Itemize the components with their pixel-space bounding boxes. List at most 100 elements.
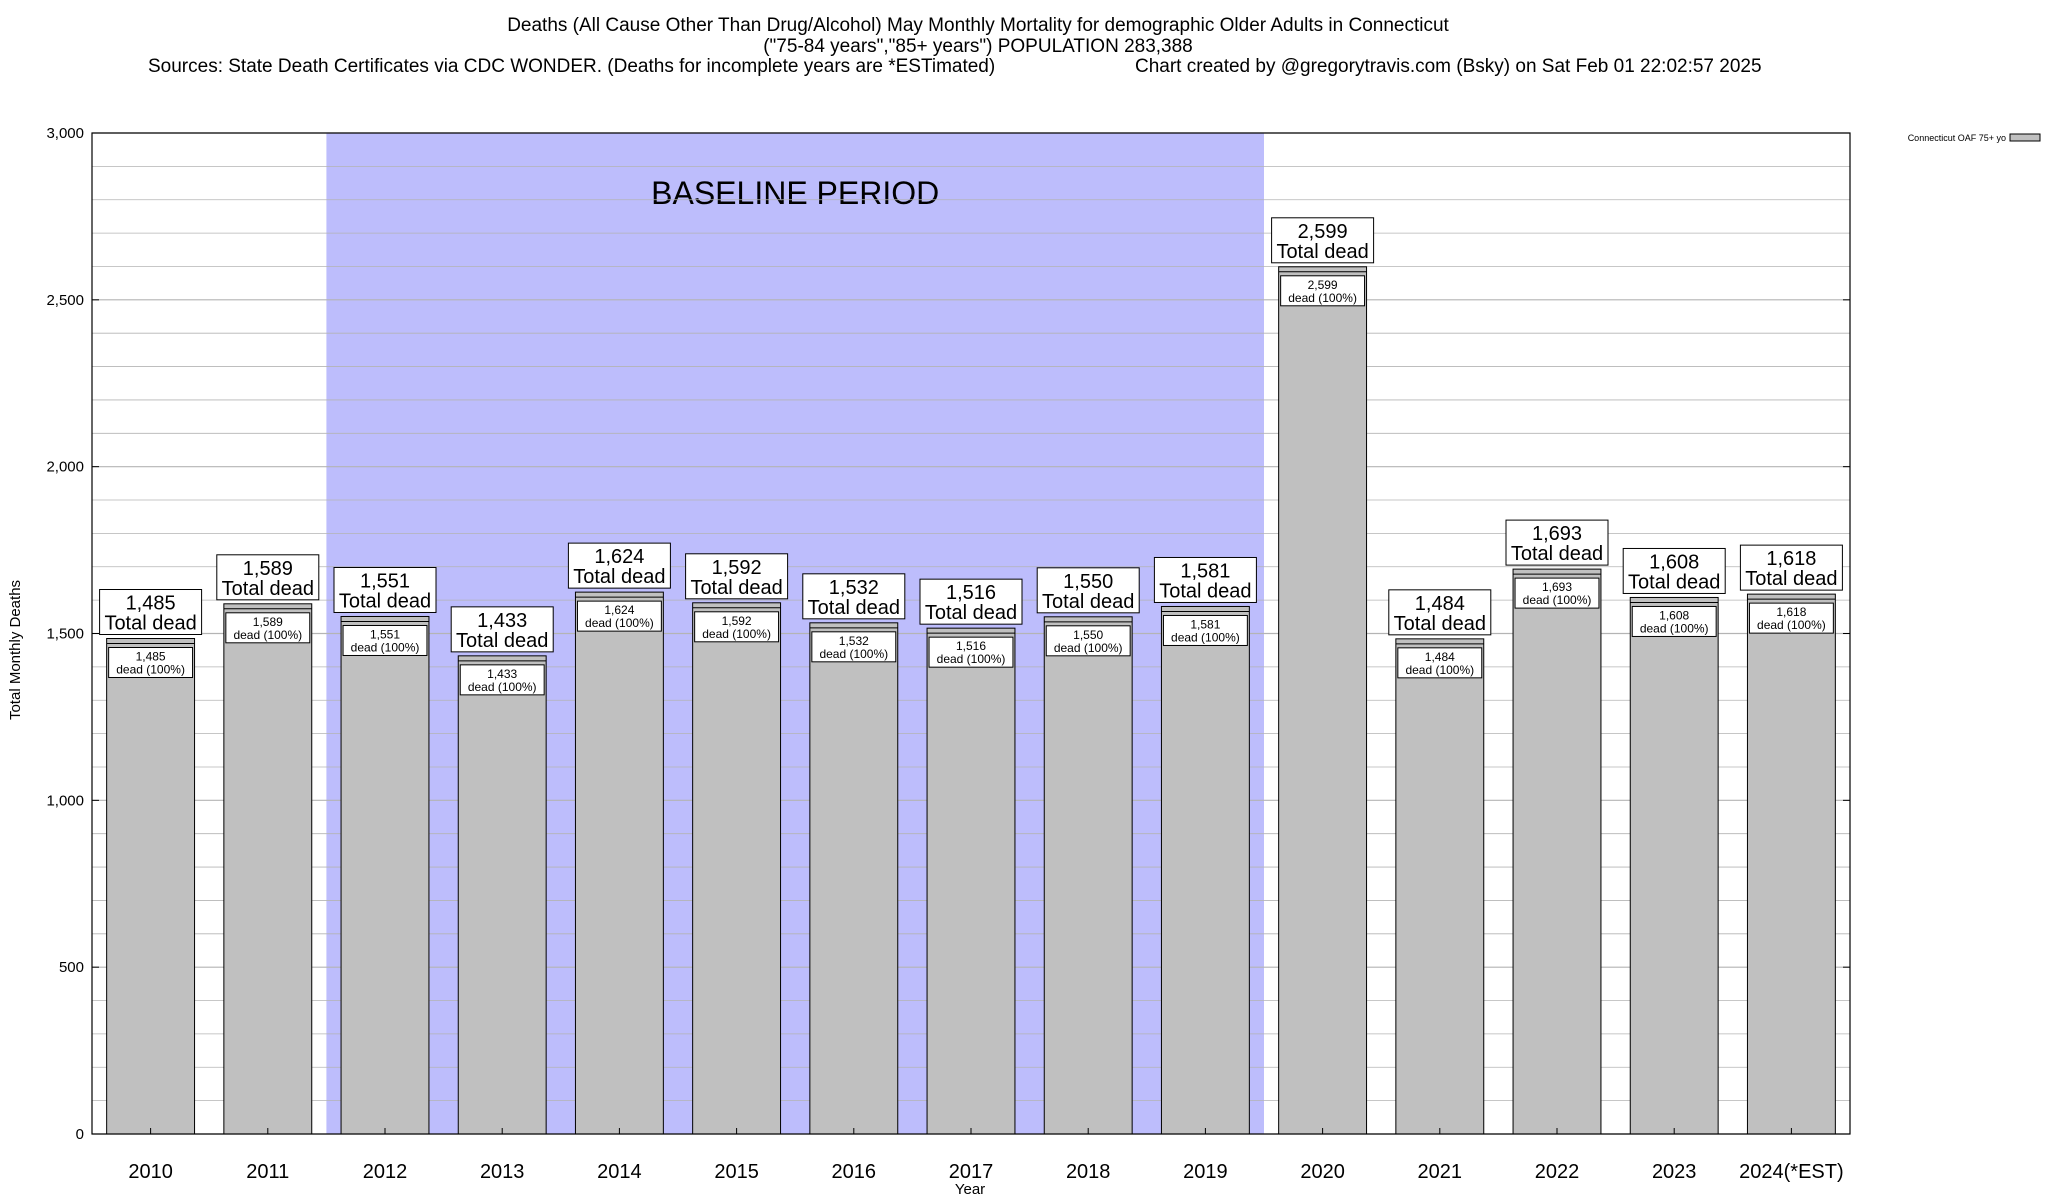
x-tick-label-2010: 2010 xyxy=(128,1161,173,1183)
bar-2018 xyxy=(1043,616,1133,1135)
chart-title: Deaths (All Cause Other Than Drug/Alcoho… xyxy=(507,15,1449,36)
top-label-box-2021 xyxy=(1388,589,1492,636)
inner-label-value-2017: 1,516 xyxy=(956,639,986,653)
inner-label-value-2022: 1,693 xyxy=(1542,580,1572,594)
chart-subtitle: ("75-84 years","85+ years") POPULATION 2… xyxy=(763,36,1193,57)
top-label-suffix-2022: Total dead xyxy=(1511,543,1603,565)
top-label-box-2019 xyxy=(1153,556,1257,603)
x-tick-label-2019: 2019 xyxy=(1183,1161,1228,1183)
inner-label-value-2018: 1,550 xyxy=(1073,628,1103,642)
top-label-box-2016 xyxy=(802,573,906,620)
top-label-suffix-2018: Total dead xyxy=(1042,591,1134,613)
top-label-suffix-2021: Total dead xyxy=(1394,613,1486,635)
bar-2019 xyxy=(1160,605,1250,1135)
baseline-label: BASELINE PERIOD xyxy=(651,175,939,211)
x-tick-label-2012: 2012 xyxy=(363,1161,408,1183)
bar-2015 xyxy=(692,602,782,1135)
inner-label-suffix-2024(*EST): dead (100%) xyxy=(1757,618,1826,632)
inner-label-value-2023: 1,608 xyxy=(1659,608,1689,622)
top-label-suffix-2014: Total dead xyxy=(573,566,665,588)
x-tick-label-2022: 2022 xyxy=(1535,1161,1580,1183)
top-label-suffix-2015: Total dead xyxy=(690,577,782,599)
inner-label-value-2010: 1,485 xyxy=(136,650,166,664)
top-label-suffix-2024(*EST): Total dead xyxy=(1745,568,1837,590)
bar-2016 xyxy=(809,622,899,1135)
inner-label-value-2015: 1,592 xyxy=(722,614,752,628)
top-label-suffix-2020: Total dead xyxy=(1276,241,1368,263)
top-label-box-2022 xyxy=(1505,519,1609,566)
y-tick-label-1500: 1,500 xyxy=(46,626,84,643)
top-label-box-2020 xyxy=(1271,217,1375,264)
chart-source-note: Sources: State Death Certificates via CD… xyxy=(148,56,995,77)
top-label-value-2022: 1,693 xyxy=(1532,523,1582,545)
inner-label-value-2013: 1,433 xyxy=(487,667,517,681)
inner-label-suffix-2014: dead (100%) xyxy=(585,616,654,630)
inner-label-suffix-2021: dead (100%) xyxy=(1405,663,1474,677)
x-tick-label-2024(*EST): 2024(*EST) xyxy=(1739,1161,1844,1183)
top-label-suffix-2012: Total dead xyxy=(339,590,431,612)
top-label-suffix-2023: Total dead xyxy=(1628,571,1720,593)
top-label-value-2019: 1,581 xyxy=(1180,560,1230,582)
top-label-box-2015 xyxy=(685,553,789,600)
top-label-value-2013: 1,433 xyxy=(477,610,527,632)
bar-2013 xyxy=(457,655,547,1135)
top-label-value-2024(*EST): 1,618 xyxy=(1766,548,1816,570)
inner-label-suffix-2019: dead (100%) xyxy=(1171,630,1240,644)
x-axis-label: Year xyxy=(955,1181,985,1198)
bar-2010 xyxy=(106,638,196,1135)
inner-label-value-2014: 1,624 xyxy=(604,603,634,617)
top-label-value-2014: 1,624 xyxy=(594,546,644,568)
inner-label-box-2016 xyxy=(811,631,897,663)
y-axis-label: Total Monthly Deaths xyxy=(7,580,24,720)
x-tick-label-2021: 2021 xyxy=(1418,1161,1463,1183)
y-tick-label-0: 0 xyxy=(76,1126,84,1143)
x-tick-label-2014: 2014 xyxy=(597,1161,642,1183)
inner-label-suffix-2012: dead (100%) xyxy=(351,640,420,654)
bar-2011 xyxy=(223,603,313,1135)
top-label-value-2023: 1,608 xyxy=(1649,551,1699,573)
chart-credit-note: Chart created by @gregorytravis.com (Bsk… xyxy=(1135,56,1762,77)
legend-label: Connecticut OAF 75+ yo xyxy=(1908,133,2006,143)
top-label-value-2010: 1,485 xyxy=(126,593,176,615)
y-tick-label-2000: 2,000 xyxy=(46,459,84,476)
top-label-suffix-2016: Total dead xyxy=(808,597,900,619)
inner-label-value-2011: 1,589 xyxy=(253,615,283,629)
inner-label-box-2023 xyxy=(1631,605,1717,637)
top-label-value-2015: 1,592 xyxy=(712,557,762,579)
top-label-value-2017: 1,516 xyxy=(946,582,996,604)
top-label-box-2013 xyxy=(450,606,554,653)
inner-label-value-2020: 2,599 xyxy=(1308,278,1338,292)
legend-swatch xyxy=(2009,133,2041,142)
bar-2012 xyxy=(340,615,430,1135)
top-label-value-2021: 1,484 xyxy=(1415,593,1465,615)
top-label-value-2011: 1,589 xyxy=(243,558,293,580)
bar-2021 xyxy=(1395,638,1485,1135)
top-label-box-2012 xyxy=(333,566,437,613)
x-tick-label-2016: 2016 xyxy=(832,1161,877,1183)
x-tick-label-2015: 2015 xyxy=(714,1161,759,1183)
bar-2014 xyxy=(574,591,664,1135)
plot-frame xyxy=(91,132,1851,1135)
top-label-suffix-2010: Total dead xyxy=(104,613,196,635)
top-label-box-2018 xyxy=(1036,567,1140,614)
inner-label-value-2016: 1,532 xyxy=(839,634,869,648)
inner-label-suffix-2022: dead (100%) xyxy=(1523,593,1592,607)
inner-label-box-2010 xyxy=(108,647,194,679)
bar-2017 xyxy=(926,627,1016,1135)
inner-label-box-2014 xyxy=(576,600,662,632)
top-label-box-2024(*EST) xyxy=(1739,544,1843,591)
top-label-suffix-2017: Total dead xyxy=(925,602,1017,624)
inner-label-box-2012 xyxy=(342,624,428,656)
bar-2022 xyxy=(1512,568,1602,1135)
inner-label-box-2024(*EST) xyxy=(1748,602,1834,634)
top-label-box-2010 xyxy=(99,589,203,636)
top-label-box-2017 xyxy=(919,578,1023,625)
inner-label-box-2020 xyxy=(1280,275,1366,307)
y-tick-label-1000: 1,000 xyxy=(46,792,84,809)
inner-label-box-2019 xyxy=(1162,614,1248,646)
y-tick-label-500: 500 xyxy=(59,959,84,976)
x-tick-label-2013: 2013 xyxy=(480,1161,525,1183)
x-tick-label-2011: 2011 xyxy=(246,1161,289,1183)
inner-label-value-2019: 1,581 xyxy=(1190,617,1220,631)
